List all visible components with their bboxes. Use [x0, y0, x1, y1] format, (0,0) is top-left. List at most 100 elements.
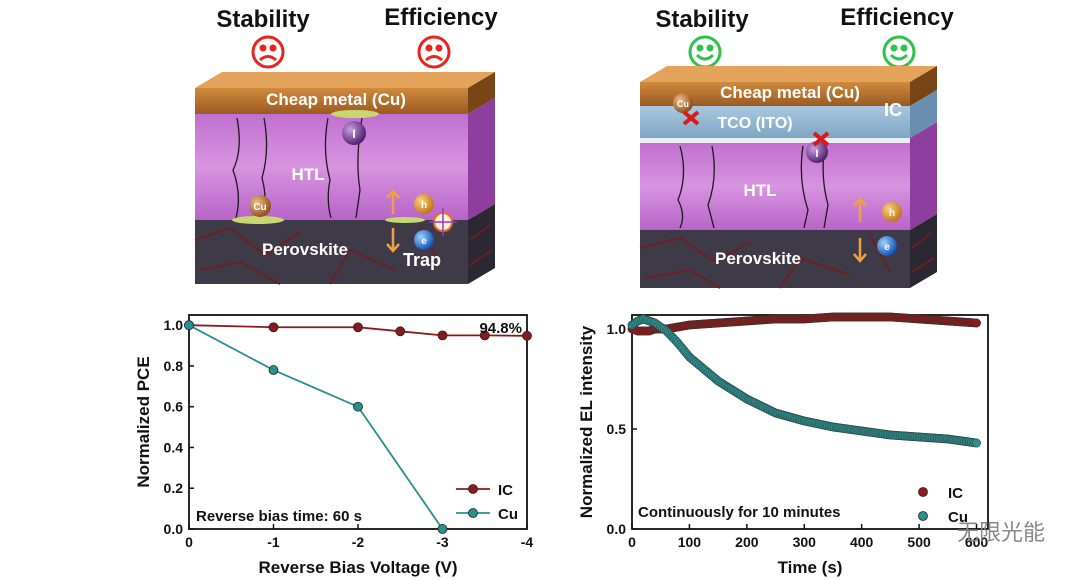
happy-face-icon — [882, 35, 916, 69]
electron-label: e — [421, 236, 427, 247]
electron-label: e — [884, 242, 890, 253]
cu-ion-icon: Cu — [673, 93, 693, 113]
left-stability-heading: Stability — [216, 6, 310, 33]
electron-carrier-icon: e — [877, 236, 897, 256]
data-point-cu — [268, 365, 279, 375]
el-legend: IC Cu — [918, 485, 968, 526]
right-perovskite-label: Perovskite — [715, 249, 801, 268]
pce-series-group — [184, 320, 532, 534]
right-efficiency-heading: Efficiency — [840, 4, 954, 31]
diffusion-pad — [385, 217, 425, 223]
cu-ion-label: Cu — [253, 202, 266, 213]
blocked-x-icon — [812, 131, 830, 147]
x-tick-label: 0 — [185, 534, 193, 550]
y-tick-label: 0.0 — [164, 521, 184, 537]
hole-label: h — [421, 200, 427, 211]
x-tick-label: -2 — [352, 534, 365, 550]
left-htl-label: HTL — [291, 165, 324, 184]
left-schematic: Stability Efficiency Cheap metal (Cu) HT… — [194, 4, 498, 285]
data-point-ic — [353, 322, 363, 333]
data-point-cu — [184, 320, 194, 331]
diffusion-pad — [331, 110, 379, 118]
legend-label-cu: Cu — [498, 506, 518, 523]
y-tick-label: 1.0 — [164, 317, 184, 333]
left-metal-layer — [195, 88, 468, 114]
cu-ion-label: Cu — [677, 99, 689, 109]
data-point-ic — [522, 330, 532, 341]
watermark-text: 无限光能 — [957, 520, 1045, 545]
x-tick-label: 200 — [735, 534, 759, 550]
legend-label-cu: Cu — [948, 509, 968, 526]
blocked-x-icon — [682, 110, 700, 126]
legend-label-ic: IC — [948, 485, 963, 502]
iodide-ion-label: I — [352, 127, 355, 141]
iodide-ion-icon: I — [342, 121, 366, 145]
right-tco-label: TCO (ITO) — [717, 115, 792, 132]
y-tick-label: 0.4 — [164, 439, 184, 455]
data-point-ic — [972, 318, 981, 328]
pce-x-axis-label: Reverse Bias Voltage (V) — [258, 558, 457, 577]
right-stability-heading: Stability — [655, 6, 749, 33]
legend-marker-ic — [468, 484, 478, 494]
legend-marker-ic — [918, 487, 928, 497]
happy-face-icon — [688, 35, 722, 69]
pce-tick-group: 0 -1 -2 -3 -4 0.0 0.2 0.4 0.6 0.8 1.0 — [164, 317, 534, 550]
y-tick-label: 0.0 — [607, 521, 627, 537]
arrow-icon — [853, 197, 867, 263]
trap-label: Trap — [403, 250, 441, 270]
x-tick-label: 400 — [850, 534, 874, 550]
pce-y-axis-label: Normalized PCE — [134, 356, 153, 487]
iodide-ion-icon: I — [806, 141, 828, 163]
y-tick-label: 0.6 — [164, 399, 184, 415]
x-tick-label: 300 — [793, 534, 817, 550]
data-point-ic — [437, 330, 448, 341]
x-tick-label: 500 — [907, 534, 931, 550]
y-tick-label: 0.2 — [164, 480, 184, 496]
right-ic-label: IC — [884, 100, 902, 120]
pce-plot-frame — [188, 314, 528, 530]
left-perovskite-label: Perovskite — [262, 240, 348, 259]
el-series-group — [627, 312, 981, 448]
pce-legend: IC Cu — [456, 482, 518, 523]
data-point-cu — [437, 524, 448, 534]
x-tick-label: 600 — [965, 534, 989, 550]
series-line-cu — [188, 324, 444, 530]
data-point-ic — [479, 330, 490, 341]
hole-label: h — [889, 208, 895, 219]
right-htl-layer — [640, 143, 910, 230]
el-y-axis-label: Normalized EL intensity — [577, 325, 596, 518]
x-tick-label: -3 — [436, 534, 449, 550]
left-metal-label: Cheap metal (Cu) — [266, 90, 406, 109]
y-tick-label: 0.8 — [164, 358, 184, 374]
right-schematic: Stability Efficiency Cheap metal (Cu) TC… — [639, 4, 954, 289]
right-perovskite-layer — [640, 230, 910, 288]
pce-chart: 0 -1 -2 -3 -4 0.0 0.2 0.4 0.6 0.8 1.0 Reverse Bias… — [134, 314, 534, 577]
pce-value-label: 94.8% — [479, 320, 522, 337]
el-x-axis-label: Time (s) — [778, 558, 843, 577]
electron-carrier-icon: e — [414, 230, 434, 250]
cu-ion-icon: Cu — [249, 195, 271, 217]
right-metal-label: Cheap metal (Cu) — [720, 83, 860, 102]
x-tick-label: -1 — [267, 534, 280, 550]
pce-annotation: Reverse bias time: 60 s — [196, 508, 362, 525]
data-point-cu — [972, 438, 981, 448]
sad-face-icon — [417, 35, 451, 69]
arrow-icon — [386, 189, 400, 253]
y-tick-label: 1.0 — [607, 321, 627, 337]
data-point-ic — [268, 322, 279, 333]
legend-label-ic: IC — [498, 482, 513, 499]
right-htl-label: HTL — [743, 181, 776, 200]
data-point-cu — [353, 401, 363, 412]
legend-marker-cu — [918, 511, 928, 521]
left-efficiency-heading: Efficiency — [384, 4, 498, 31]
hole-carrier-icon: h — [414, 194, 434, 214]
legend-marker-cu — [468, 508, 478, 518]
x-tick-label: 0 — [628, 534, 636, 550]
iodide-ion-label: I — [815, 148, 818, 160]
y-tick-label: 0.5 — [607, 421, 627, 437]
x-tick-label: 100 — [678, 534, 702, 550]
sad-face-icon — [251, 35, 285, 69]
diffusion-pad — [232, 216, 284, 224]
x-tick-label: -4 — [521, 534, 534, 550]
